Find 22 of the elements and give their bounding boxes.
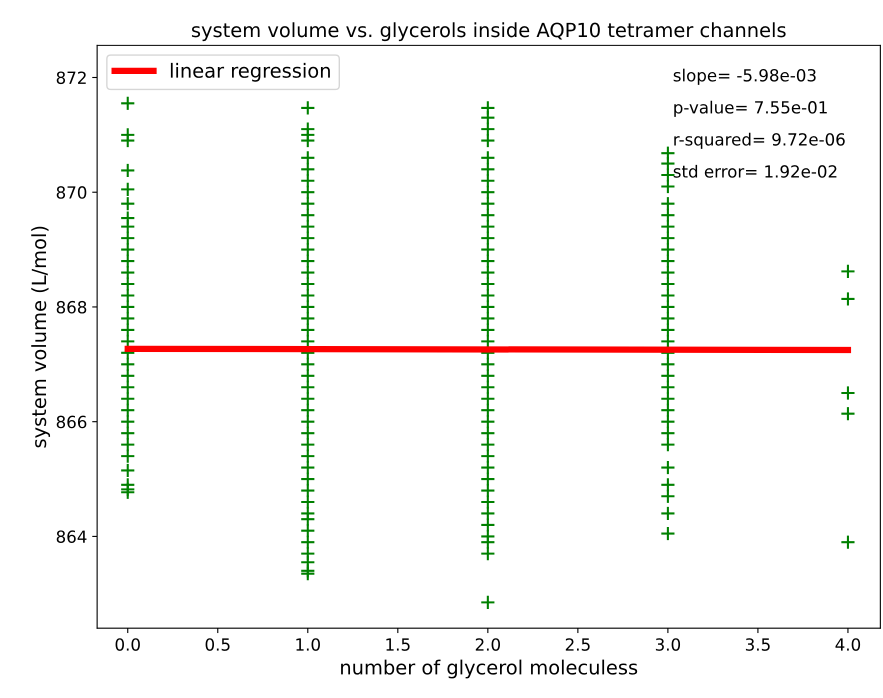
- x-tick-label: 2.5: [566, 638, 590, 651]
- x-tick-label: 2.0: [476, 638, 500, 651]
- x-axis-title: number of glycerol moleculess: [341, 660, 638, 678]
- annotation: slope= -5.98e-03: [674, 68, 816, 85]
- annotation: std error= 1.92e-02: [674, 164, 836, 178]
- x-tick-label: 3.5: [746, 638, 770, 651]
- y-tick-label: 868: [56, 300, 86, 314]
- x-tick-label: 0.0: [116, 638, 140, 651]
- x-tick-label: 0.5: [206, 638, 230, 651]
- annotation: r-squared= 9.72e-06: [674, 132, 845, 149]
- annotation: p-value= 7.55e-01: [674, 100, 827, 117]
- x-tick-label: 1.5: [386, 638, 410, 651]
- y-tick-label: 866: [56, 416, 86, 428]
- x-tick-label: 1.0: [296, 638, 320, 651]
- y-tick-label: 870: [56, 186, 86, 199]
- y-axis-title: system volume (L/mol): [31, 226, 50, 448]
- x-tick-label: 3.0: [656, 638, 680, 651]
- y-tick-label: 872: [56, 71, 86, 84]
- x-tick-label: 4.0: [836, 638, 860, 651]
- y-tick-label: 864: [56, 530, 86, 543]
- chart-title: system volume vs. glycerols inside AQP10 tetramer channels: [192, 22, 786, 42]
- legend-label: linear regression: [170, 62, 330, 82]
